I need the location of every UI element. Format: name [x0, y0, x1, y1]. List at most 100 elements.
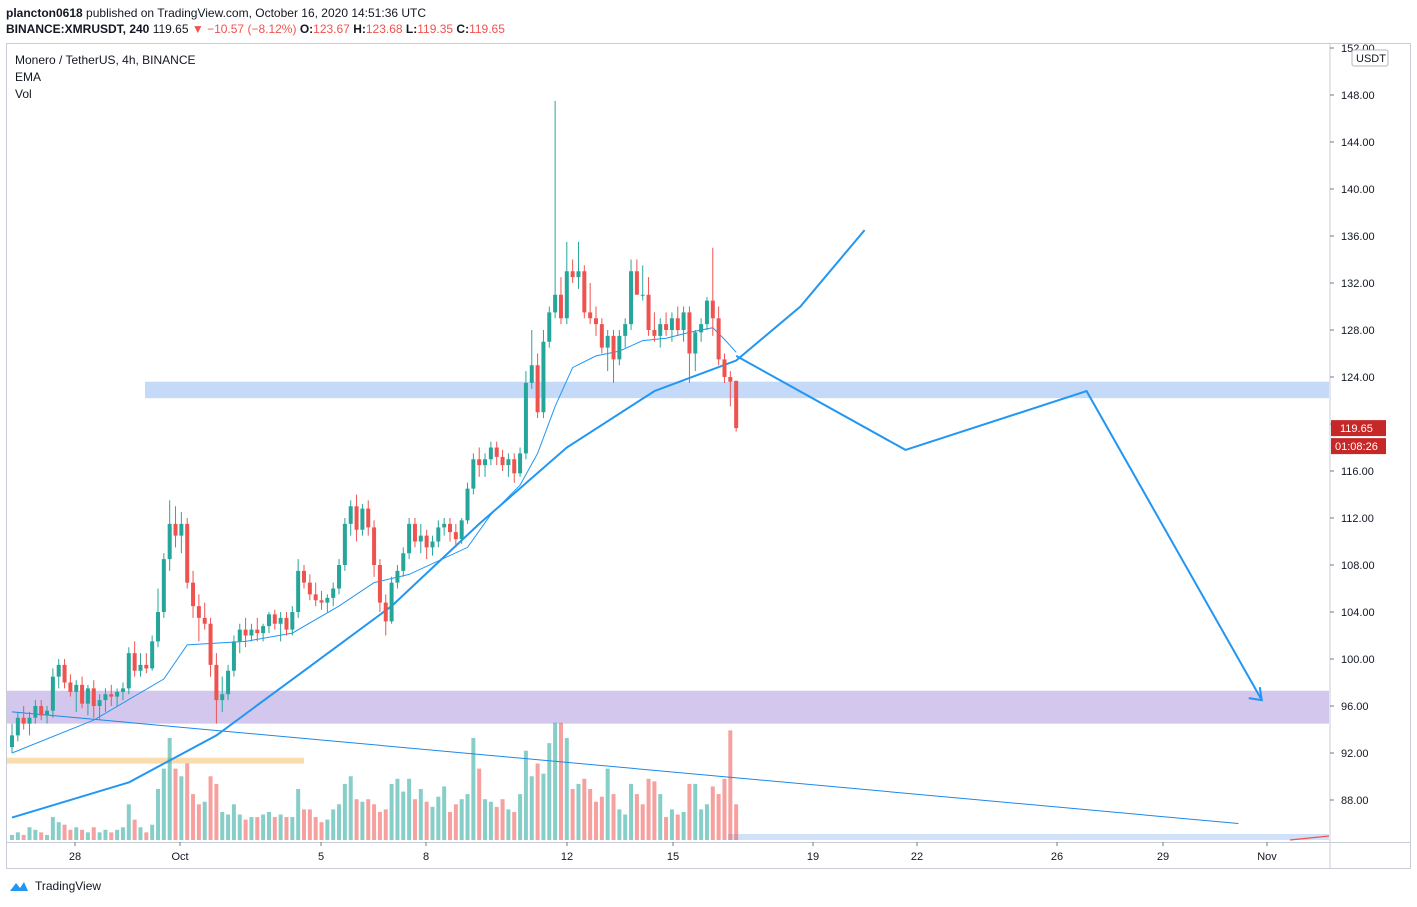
- candle-body: [325, 597, 330, 603]
- candle: [68, 674, 73, 697]
- volume-bar: [372, 804, 377, 840]
- candle: [255, 617, 260, 642]
- candle: [62, 659, 67, 689]
- volume-bar: [97, 832, 102, 840]
- candle: [488, 441, 493, 466]
- volume-bar: [360, 801, 365, 840]
- y-tick-label: 136.00: [1341, 231, 1375, 243]
- legend-ema[interactable]: EMA: [15, 70, 42, 84]
- candle: [284, 612, 289, 636]
- candle: [156, 588, 160, 648]
- volume-bar: [570, 789, 575, 840]
- candle-body: [261, 626, 266, 634]
- volume-bar: [407, 778, 412, 840]
- candle: [483, 453, 488, 477]
- candle-body: [366, 508, 371, 528]
- publisher-name[interactable]: plancton0618: [6, 6, 83, 20]
- volume-bar: [103, 829, 108, 840]
- volume-bar: [716, 794, 721, 840]
- candle-body: [372, 527, 377, 565]
- candle-body: [307, 582, 312, 595]
- x-tick-label: 22: [911, 851, 923, 863]
- candle-body: [319, 600, 324, 603]
- y-tick-label: 148.00: [1341, 90, 1375, 102]
- candle: [342, 518, 347, 571]
- y-tick-label: 100.00: [1341, 654, 1375, 666]
- candle: [167, 500, 172, 571]
- candle-body: [477, 459, 482, 466]
- volume-bar: [191, 794, 196, 840]
- candle-body: [91, 688, 96, 706]
- candle: [348, 500, 353, 536]
- candle-body: [646, 294, 651, 330]
- candle-body: [424, 535, 429, 548]
- candle: [226, 664, 231, 701]
- volume-bar: [547, 743, 552, 840]
- candle-body: [302, 570, 306, 583]
- candle-body: [208, 623, 213, 665]
- volume-bar: [56, 822, 61, 840]
- candle: [418, 523, 423, 554]
- candle-body: [669, 318, 674, 330]
- candle-body: [658, 324, 663, 336]
- volume-bar: [465, 794, 470, 840]
- volume-bar: [243, 819, 248, 840]
- ema-short-line: [11, 327, 737, 754]
- volume-bar: [366, 799, 371, 840]
- candle-body: [56, 664, 61, 677]
- orange-zone: [7, 757, 304, 764]
- candle-body: [459, 520, 464, 540]
- candle-body: [430, 541, 435, 548]
- candle-body: [179, 523, 184, 536]
- volume-bar: [161, 768, 166, 840]
- open-value: 123.67: [313, 22, 350, 36]
- volume-bar: [337, 804, 342, 840]
- volume-bar: [278, 814, 283, 840]
- volume-bar: [331, 809, 336, 840]
- candle-body: [167, 523, 172, 560]
- volume-bar: [21, 834, 26, 840]
- candle-body: [605, 335, 610, 348]
- tradingview-logo[interactable]: TradingView: [8, 879, 101, 893]
- volume-bar: [45, 834, 50, 840]
- candle: [500, 449, 505, 471]
- volume-bar: [634, 794, 639, 840]
- legend-title[interactable]: Monero / TetherUS, 4h, BINANCE: [15, 53, 196, 67]
- y-tick-label: 88.00: [1341, 795, 1369, 807]
- last-price: 119.65: [152, 22, 189, 36]
- candle-body: [231, 641, 236, 671]
- candle: [471, 453, 476, 495]
- volume-bar: [558, 722, 563, 840]
- candle-body: [132, 653, 137, 671]
- volume-bar: [138, 827, 143, 840]
- y-tick-label: 140.00: [1341, 184, 1375, 196]
- volume-bar: [582, 778, 587, 840]
- candle: [599, 318, 604, 354]
- volume-bar: [459, 799, 464, 840]
- candle: [465, 482, 470, 524]
- candle: [687, 306, 692, 383]
- volume-bar: [617, 809, 622, 840]
- candle-body: [722, 359, 727, 377]
- candle-body: [734, 380, 739, 429]
- candle: [150, 635, 155, 671]
- candle-body: [33, 706, 38, 718]
- volume-bar: [395, 778, 400, 840]
- candle-body: [255, 629, 260, 634]
- candle: [290, 606, 295, 636]
- candle: [307, 574, 312, 601]
- symbol-label: BINANCE:XMRUSDT, 240: [6, 22, 150, 36]
- volume-bar: [272, 817, 277, 840]
- candle-body: [313, 594, 318, 601]
- volume-bar: [553, 722, 558, 840]
- volume-bar: [541, 773, 546, 840]
- candle-body: [588, 312, 593, 319]
- candle-body: [331, 588, 336, 598]
- volume-bar: [710, 786, 715, 840]
- volume-bar: [588, 789, 593, 840]
- candle: [664, 312, 669, 336]
- candle-body: [488, 447, 493, 460]
- candle-body: [342, 523, 347, 565]
- legend-vol[interactable]: Vol: [15, 87, 32, 101]
